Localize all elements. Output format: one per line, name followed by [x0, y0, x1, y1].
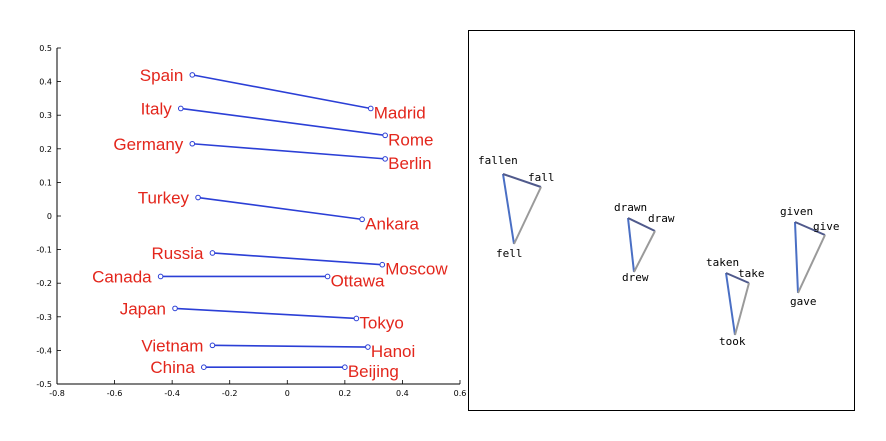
- capital-point: [359, 216, 365, 223]
- capital-label: Berlin: [388, 154, 431, 173]
- capital-point: [342, 364, 348, 371]
- participle-label: fallen: [478, 154, 518, 167]
- base-label: fall: [528, 171, 555, 184]
- y-tick-label: 0.4: [39, 78, 52, 87]
- past-label: gave: [790, 295, 817, 308]
- x-tick-label: 0: [285, 389, 290, 398]
- capital-point: [367, 105, 374, 112]
- ticks: -0.8 -0.6 -0.4 -0.2 0 0.2 0.4 0.6 0.5 0.4 0.3 0.2 0.…: [36, 44, 466, 398]
- x-tick-label: 0.2: [338, 389, 351, 398]
- edge-past-participle: [794, 221, 799, 294]
- country-point: [189, 140, 196, 147]
- pair-line-germany: [192, 142, 386, 160]
- country-point: [201, 364, 207, 371]
- past-label: fell: [496, 247, 523, 260]
- edge-base-past: [797, 234, 826, 294]
- participle-label: given: [780, 205, 813, 218]
- capital-label: Hanoi: [371, 342, 415, 361]
- base-label: draw: [648, 212, 675, 225]
- y-tick-label: 0: [47, 212, 52, 221]
- capital-label: Ottawa: [331, 271, 385, 290]
- country-label: Russia: [151, 244, 204, 263]
- country-point: [157, 273, 164, 280]
- y-tick-label: -0.4: [36, 346, 52, 355]
- country-label: Japan: [120, 299, 166, 318]
- capital-point: [365, 344, 371, 350]
- y-tick-label: 0.5: [39, 44, 52, 53]
- country-point: [189, 72, 196, 78]
- edge-participle-base: [502, 173, 542, 188]
- y-tick-label: -0.2: [36, 279, 52, 288]
- capital-label: Beijing: [348, 362, 399, 381]
- country-label: Italy: [141, 99, 173, 118]
- y-tick-label: -0.1: [36, 246, 52, 255]
- edge-participle-base: [794, 221, 826, 236]
- country-label: China: [150, 358, 195, 377]
- x-tick-label: -0.2: [222, 389, 238, 398]
- edge-past-participle: [725, 272, 736, 336]
- country-capital-pairs: Spain Madrid Italy Rome Germany Berlin Turkey A…: [92, 66, 448, 381]
- pair-line-japan: [174, 307, 357, 320]
- base-label: give: [813, 220, 840, 233]
- participle-label: drawn: [614, 201, 647, 214]
- capital-label: Rome: [388, 130, 433, 149]
- capital-point: [379, 261, 386, 268]
- country-label: Spain: [140, 66, 183, 85]
- capital-label: Madrid: [374, 103, 426, 122]
- country-label: Canada: [92, 267, 152, 286]
- country-label: Turkey: [138, 189, 190, 208]
- y-tick-label: 0.1: [39, 178, 52, 187]
- pair-line-russia: [212, 252, 383, 266]
- y-tick-label: 0.3: [39, 111, 52, 120]
- past-label: drew: [622, 271, 649, 284]
- panel-frame: [468, 30, 855, 411]
- country-point: [195, 194, 201, 201]
- triangle-fall: fallen fall fell: [478, 154, 555, 260]
- participle-label: taken: [706, 256, 739, 269]
- x-tick-label: 0.4: [396, 389, 409, 398]
- x-tick-label: -0.4: [164, 389, 180, 398]
- country-capital-chart: -0.8 -0.6 -0.4 -0.2 0 0.2 0.4 0.6 0.5 0.4 0.3 0.2 0.…: [36, 44, 466, 398]
- y-tick-label: 0.2: [39, 145, 52, 154]
- country-point: [172, 305, 178, 312]
- country-label: Germany: [113, 135, 183, 154]
- country-point: [209, 250, 216, 256]
- edge-base-past: [734, 282, 750, 336]
- capital-point: [382, 156, 388, 162]
- edge-participle-base: [725, 272, 750, 284]
- x-tick-label: 0.6: [454, 389, 467, 398]
- edge-participle-base: [627, 217, 656, 232]
- y-tick-label: -0.5: [36, 380, 52, 389]
- capital-label: Ankara: [365, 214, 419, 233]
- pair-line-turkey: [197, 196, 363, 221]
- pair-line-vietnam: [212, 344, 368, 348]
- country-label: Vietnam: [141, 336, 203, 355]
- past-label: took: [719, 335, 746, 348]
- capital-point: [324, 273, 331, 280]
- capital-point: [353, 315, 360, 322]
- y-tick-label: -0.3: [36, 313, 52, 322]
- x-tick-label: -0.6: [107, 389, 123, 398]
- edge-past-participle: [502, 173, 515, 245]
- base-label: take: [738, 267, 765, 280]
- x-tick-label: -0.8: [49, 389, 65, 398]
- edge-past-participle: [627, 217, 635, 273]
- capital-label: Tokyo: [359, 313, 403, 332]
- capital-label: Moscow: [385, 260, 448, 279]
- edge-base-past: [633, 230, 656, 273]
- capital-point: [382, 132, 388, 139]
- country-point: [209, 342, 216, 349]
- pair-line-italy: [180, 107, 386, 137]
- edge-base-past: [513, 186, 542, 245]
- country-point: [177, 105, 184, 112]
- pair-line-spain: [192, 74, 371, 110]
